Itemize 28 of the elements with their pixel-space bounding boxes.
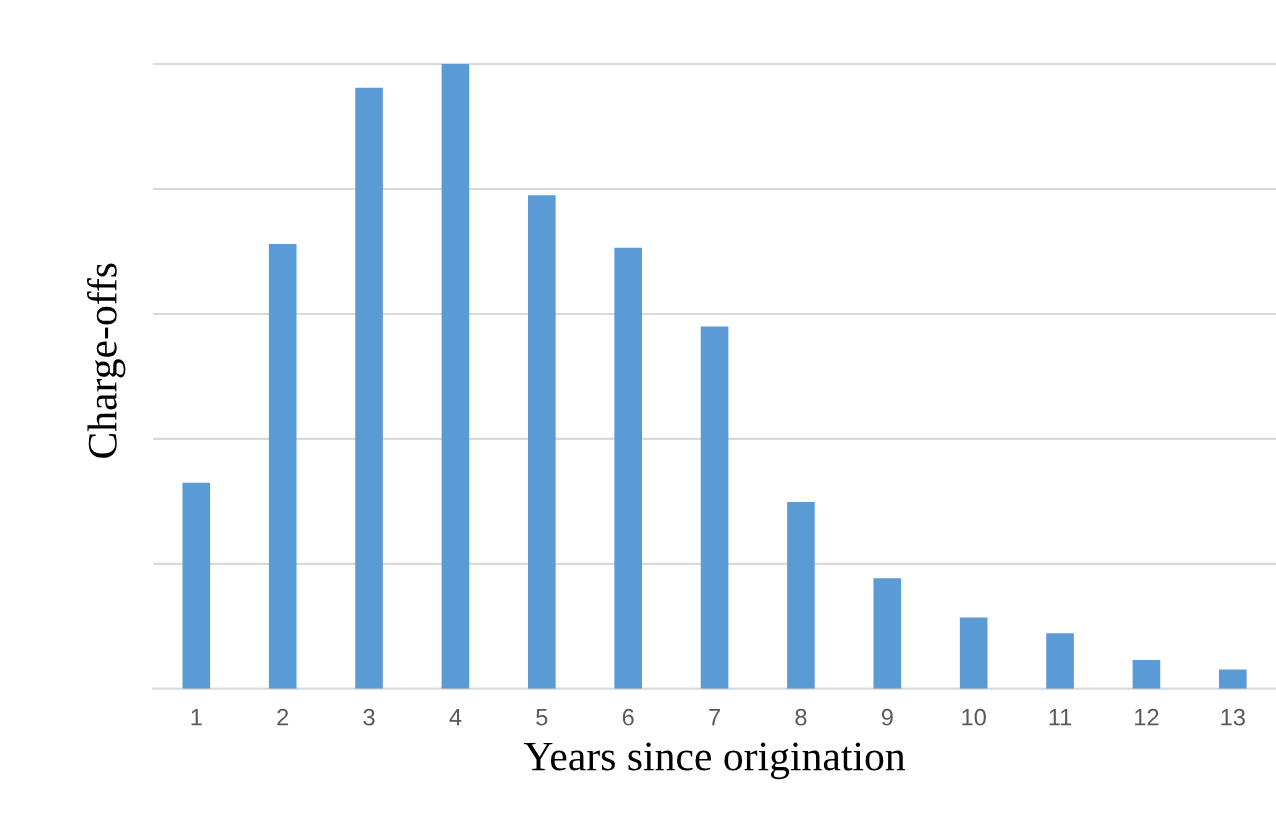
bar — [1046, 633, 1074, 689]
bar — [614, 247, 642, 689]
x-tick-label: 11 — [1049, 709, 1072, 726]
x-tick-label: 1 — [191, 709, 202, 726]
x-tick-label: 12 — [1135, 708, 1159, 726]
bar — [182, 482, 211, 689]
x-tick-label: 2 — [277, 708, 289, 726]
x-tick-label: 5 — [536, 709, 548, 726]
bar — [873, 578, 902, 689]
x-axis-title: Years since origination — [523, 742, 906, 780]
bar — [700, 326, 729, 689]
bar — [268, 243, 297, 689]
bar — [1218, 669, 1247, 689]
bar — [527, 195, 556, 689]
x-tick-label: 3 — [363, 708, 375, 726]
x-tick-label: 7 — [709, 709, 720, 726]
bar — [441, 64, 470, 689]
x-tick-label: 9 — [881, 708, 893, 726]
bar — [959, 617, 988, 689]
x-tick-label: 4 — [449, 709, 462, 726]
y-axis-title: Charge-offs — [87, 263, 126, 458]
bar — [787, 502, 815, 689]
bar — [355, 87, 383, 689]
x-tick-label: 6 — [622, 708, 634, 726]
x-tick-label: 13 — [1221, 708, 1245, 726]
bar — [1132, 660, 1161, 689]
x-tick-label: 10 — [962, 708, 986, 726]
x-tick-label: 8 — [795, 708, 807, 726]
